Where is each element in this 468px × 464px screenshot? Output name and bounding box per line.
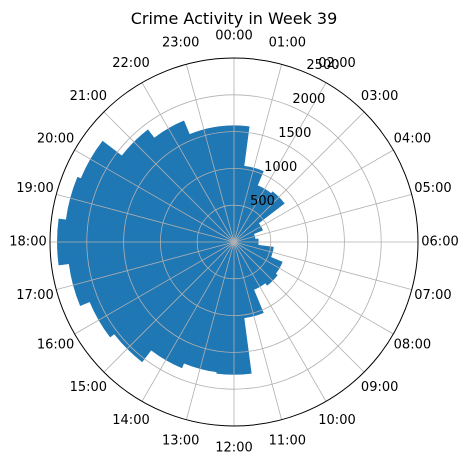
hour-label-1000: 10:00 [318,413,355,428]
grid-spoke-2300 [185,64,235,243]
grid-spoke-0300 [233,111,365,243]
grid-spoke-0500 [233,193,412,243]
hour-label-1600: 16:00 [37,338,74,353]
outer-spine [49,57,419,427]
radial-label-2000: 2000 [292,92,325,107]
grid-spoke-1500 [103,241,235,373]
grid-spoke-1600 [74,241,235,335]
grid-spoke-0800 [233,241,394,335]
bars-layer [57,120,285,375]
hour-label-1100: 11:00 [269,433,306,448]
grid-spoke-2000 [74,149,235,243]
hour-label-0100: 01:00 [269,36,306,51]
radial-labels: 500 1000 1500 2000 2500 [250,58,339,209]
grid-spoke-1700 [56,241,235,291]
radial-label-1500: 1500 [278,126,311,141]
grid-spoke-2100 [103,111,235,243]
radial-label-500: 500 [250,194,275,209]
hour-label-2200: 22:00 [112,56,149,71]
hour-label-0500: 05:00 [414,181,451,196]
hour-label-2000: 20:00 [37,132,74,147]
hour-label-1900: 19:00 [16,181,53,196]
hour-label-1500: 15:00 [70,380,107,395]
hour-label-1700: 17:00 [16,288,53,303]
grid-spoke-1000 [233,241,327,402]
hour-label-0000: 00:00 [215,29,252,44]
hour-labels: 00:00 01:00 02:00 03:00 04:00 05:00 06:00 07:00… [9,29,458,456]
hour-label-2100: 21:00 [70,89,107,104]
grid-spoke-0200 [233,82,327,243]
hour-label-0700: 07:00 [414,288,451,303]
radial-label-1000: 1000 [264,160,297,175]
grid-spoke-0100 [233,64,283,243]
hour-label-0200: 02:00 [318,56,355,71]
hour-label-0600: 06:00 [421,235,458,250]
grid-spoke-1400 [141,241,235,402]
hour-label-1400: 14:00 [112,413,149,428]
hour-label-0800: 08:00 [394,338,431,353]
chart-title: Crime Activity in Week 39 [131,9,338,28]
grid-spoke-0400 [233,149,394,243]
grid-spoke-1100 [233,241,283,420]
hour-label-2300: 23:00 [162,36,199,51]
grid-layer [50,58,418,426]
grid-spoke-2200 [141,82,235,243]
hour-label-1800: 18:00 [9,235,46,250]
hour-label-0900: 09:00 [361,380,398,395]
radial-label-2500: 2500 [306,58,339,73]
grid-spoke-1300 [185,241,235,420]
hour-label-1200: 12:00 [215,441,252,456]
grid-spoke-1900 [56,193,235,243]
hour-label-0400: 04:00 [394,132,431,147]
grid-spoke-0700 [233,241,412,291]
hour-label-0300: 03:00 [361,89,398,104]
hour-label-1300: 13:00 [162,433,199,448]
grid-spoke-0900 [233,241,365,373]
